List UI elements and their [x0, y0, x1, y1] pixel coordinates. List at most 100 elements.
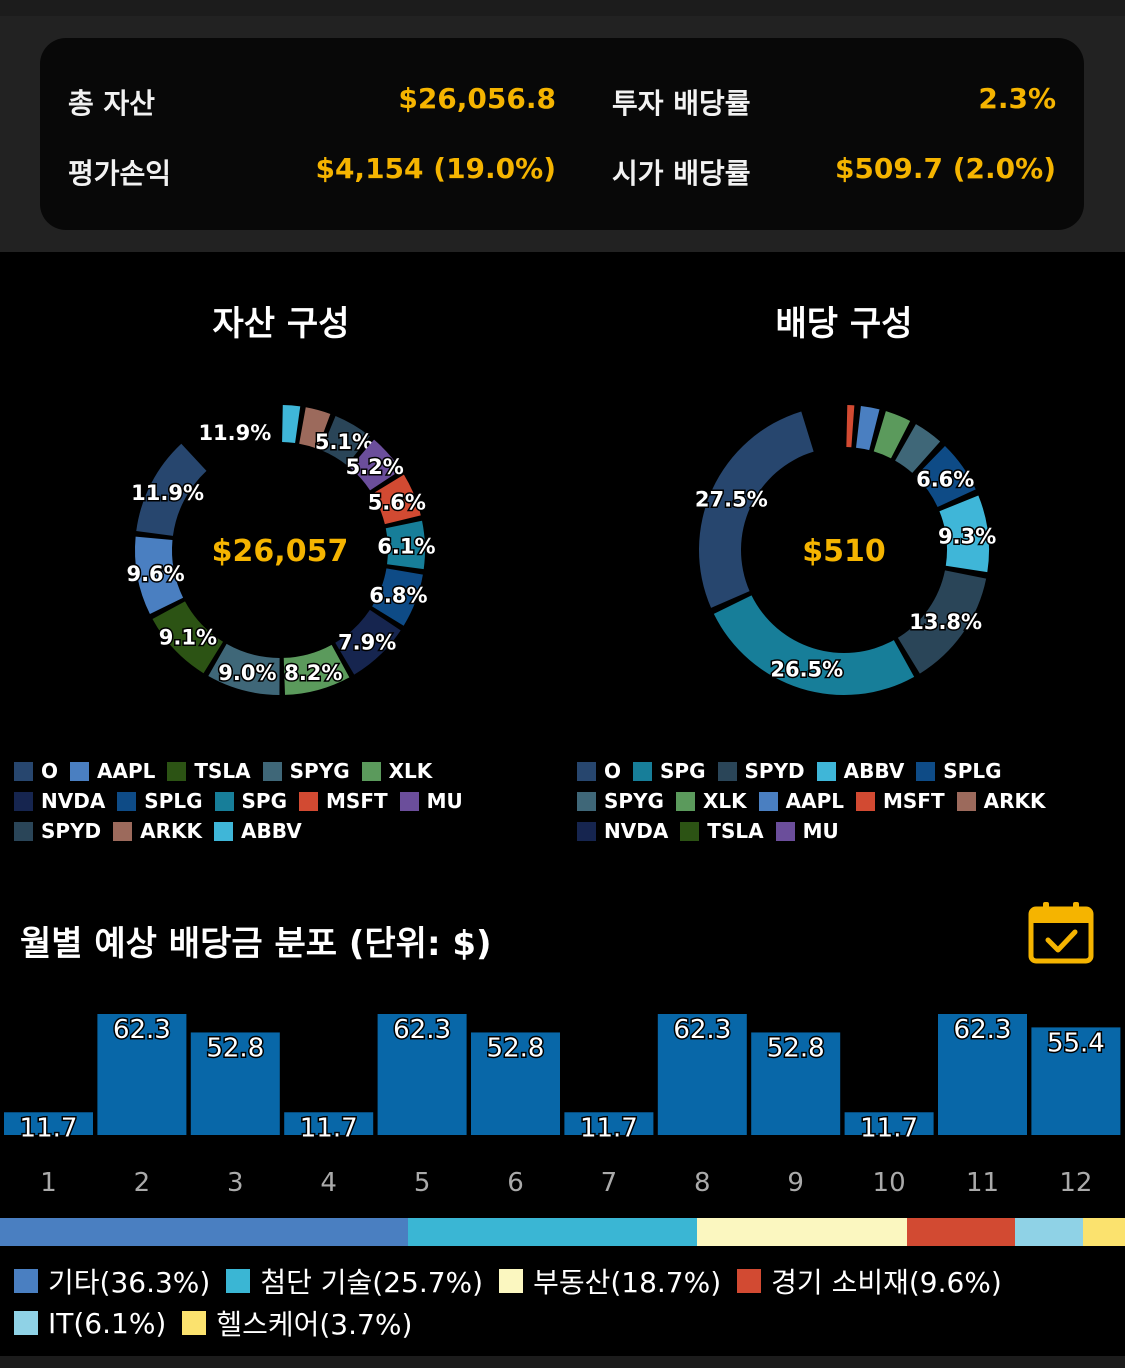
sector-segment [906, 1218, 1015, 1246]
legend-item[interactable]: SPG [214, 789, 287, 813]
donut-slice[interactable] [939, 495, 989, 573]
month-bar[interactable] [1031, 1027, 1121, 1135]
legend-row: SPYD ARKK ABBV [14, 816, 475, 846]
month-tick-label: 6 [507, 1168, 524, 1198]
month-bar[interactable] [938, 1014, 1027, 1135]
legend-item[interactable]: MU [399, 789, 463, 813]
legend-item[interactable]: MSFT [856, 789, 945, 813]
donut-slice[interactable] [350, 439, 401, 491]
donut-slice[interactable] [713, 595, 915, 695]
legend-item[interactable]: SPYG [577, 789, 664, 813]
legend-item[interactable]: XLK [675, 789, 747, 813]
month-bar[interactable] [471, 1032, 560, 1135]
monthly-dividend-title: 월별 예상 배당금 분포 (단위: $) [20, 924, 492, 964]
donut-slice[interactable] [136, 443, 207, 536]
legend-label: SPYD [744, 759, 805, 783]
sector-legend-item: 첨단 기술(25.7%) [226, 1261, 483, 1301]
legend-swatch [14, 791, 33, 811]
legend-item[interactable]: NVDA [577, 819, 668, 843]
sector-swatch [182, 1311, 207, 1335]
donut-slice[interactable] [915, 445, 976, 507]
month-bar[interactable] [190, 1032, 280, 1135]
legend-item[interactable]: MU [775, 819, 839, 843]
legend-item[interactable]: TSLA [167, 759, 251, 783]
legend-swatch [14, 821, 33, 841]
sector-swatch [226, 1269, 251, 1293]
market-yield-value: $509.7 (2.0%) [834, 152, 1056, 185]
legend-item[interactable]: TSLA [680, 819, 764, 843]
legend-swatch [299, 791, 319, 811]
dividend-composition-donut[interactable]: 6.6% 9.3% 13.8% 26.5% 27.5% $510 [684, 390, 1004, 710]
legend-item[interactable]: ARKK [956, 789, 1046, 813]
legend-item[interactable]: AAPL [758, 789, 844, 813]
month-bar[interactable] [564, 1112, 654, 1135]
donut-slice[interactable] [699, 411, 814, 608]
donut-slice[interactable] [208, 643, 280, 695]
legend-item[interactable]: SPLG [117, 789, 203, 813]
legend-swatch [262, 761, 282, 781]
legend-swatch [167, 761, 187, 781]
legend-swatch [70, 761, 90, 781]
calendar-check-icon[interactable] [1028, 900, 1094, 964]
legend-item[interactable]: SPLG [916, 759, 1002, 783]
sector-swatch [14, 1311, 38, 1335]
donut-slice[interactable] [372, 568, 423, 626]
donut-slice[interactable] [185, 405, 278, 469]
legend-item[interactable]: ABBV [816, 759, 904, 783]
legend-item[interactable]: SPYG [262, 759, 350, 783]
donut-slice[interactable] [856, 405, 880, 451]
legend-label: AAPL [97, 759, 156, 783]
legend-item[interactable]: ABBV [214, 819, 302, 843]
legend-swatch [214, 821, 234, 841]
legend-label: TSLA [194, 759, 251, 783]
donut-slice[interactable] [372, 474, 421, 525]
donut-slice[interactable] [135, 536, 184, 615]
month-bar[interactable] [751, 1032, 841, 1135]
legend-item[interactable]: ARKK [113, 819, 202, 843]
donut-slice[interactable] [152, 601, 224, 674]
month-bar[interactable] [844, 1112, 934, 1135]
legend-label: ARKK [140, 819, 203, 843]
bar-value-label: 62.3 [673, 1015, 731, 1045]
dividend-chart-title: 배당 구성 [775, 304, 913, 344]
legend-item[interactable]: SPG [633, 759, 706, 783]
donut-slice[interactable] [807, 405, 842, 451]
month-bar[interactable] [284, 1112, 374, 1135]
donut-slice[interactable] [846, 405, 855, 448]
bar-value-label: 62.3 [954, 1015, 1012, 1045]
sector-segment [696, 1218, 907, 1246]
legend-label: MSFT [883, 789, 945, 813]
legend-swatch [856, 791, 875, 811]
bar-value-label: 11.7 [20, 1113, 78, 1143]
donut-slice[interactable] [299, 407, 331, 449]
legend-label: XLK [702, 789, 747, 813]
legend-item[interactable]: AAPL [70, 759, 155, 783]
month-bar[interactable] [657, 1014, 747, 1135]
sector-legend-item: 부동산(18.7%) [499, 1261, 721, 1301]
invest-yield-value: 2.3% [978, 82, 1056, 115]
month-bar[interactable] [4, 1112, 93, 1135]
legend-item[interactable]: O [14, 759, 58, 783]
donut-slice[interactable] [282, 405, 301, 444]
legend-item[interactable]: NVDA [14, 789, 105, 813]
sector-label: 기타(36.3%) [48, 1266, 211, 1299]
donut-slice[interactable] [897, 570, 987, 674]
legend-item[interactable]: XLK [361, 759, 432, 783]
month-bar[interactable] [97, 1014, 187, 1135]
donut-slice[interactable] [283, 644, 350, 695]
donut-slice[interactable] [321, 416, 370, 466]
asset-composition-donut[interactable]: 5.1%5.2% 5.6% 6.1% 6.8% 7.9% 8.2% 9.0%9.1% 9.6%… [120, 390, 440, 710]
legend-item[interactable]: O [577, 759, 621, 783]
month-bar[interactable] [377, 1014, 467, 1135]
donut-slice[interactable] [895, 424, 941, 473]
slice-label: 6.8% [369, 584, 427, 608]
donut-slice[interactable] [385, 520, 425, 570]
donut-slice[interactable] [335, 609, 401, 675]
legend-label: SPYG [604, 789, 664, 813]
legend-item[interactable]: SPYD [717, 759, 805, 783]
slice-label: 11.9% [198, 421, 271, 445]
legend-item[interactable]: MSFT [299, 789, 388, 813]
donut-slice[interactable] [873, 411, 911, 459]
legend-item[interactable]: SPYD [14, 819, 101, 843]
bar-value-label: 52.8 [487, 1033, 545, 1063]
